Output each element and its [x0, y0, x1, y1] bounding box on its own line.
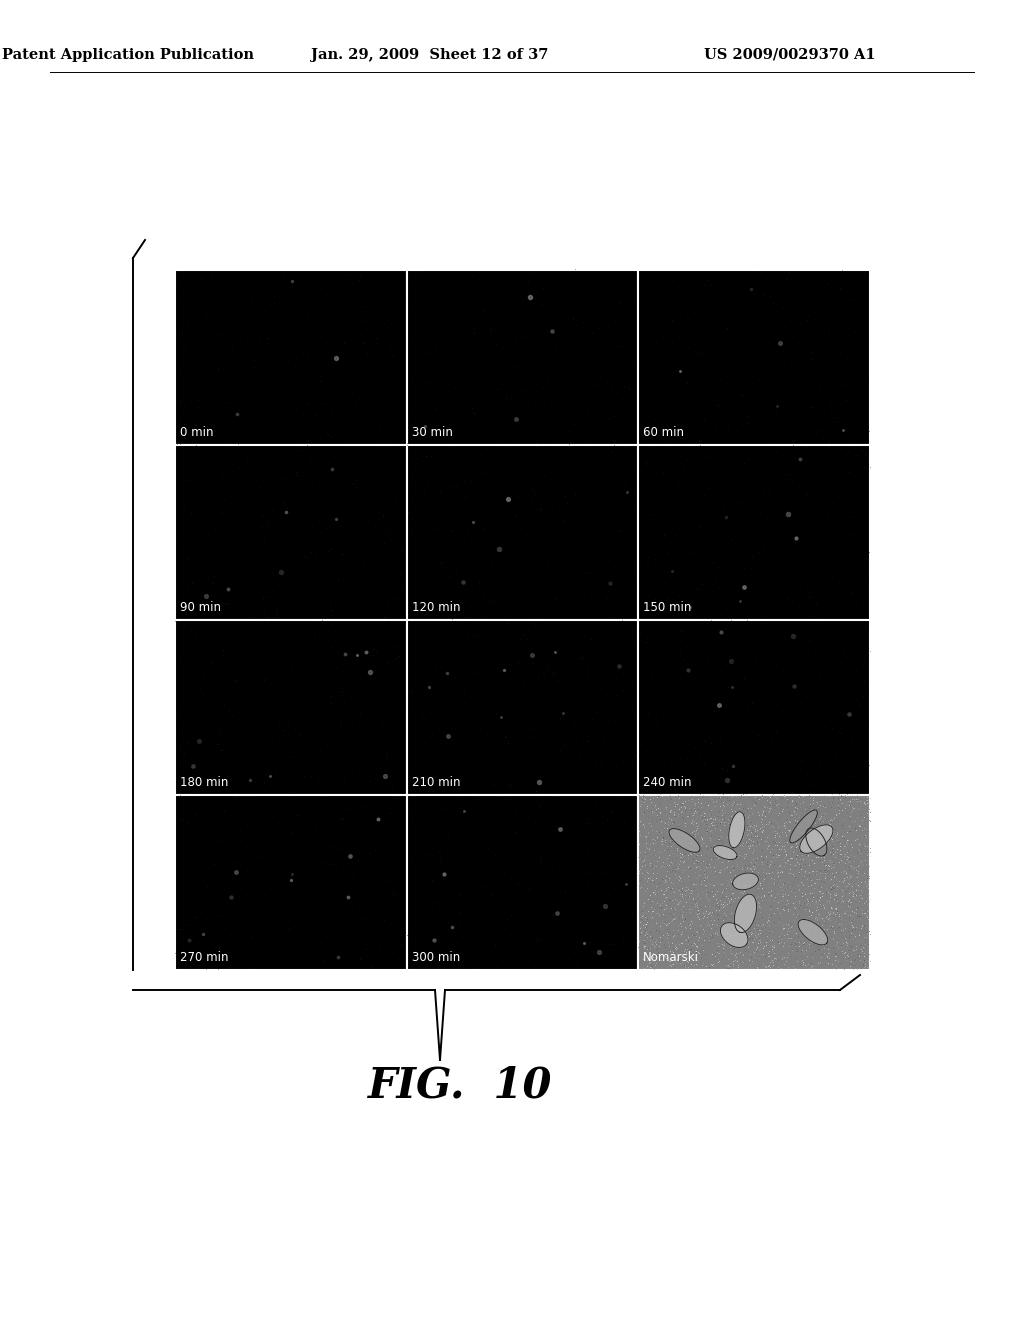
- Text: 240 min: 240 min: [643, 776, 692, 789]
- Polygon shape: [732, 873, 759, 890]
- Polygon shape: [383, 923, 389, 929]
- Polygon shape: [734, 894, 757, 932]
- Polygon shape: [377, 508, 387, 512]
- Bar: [638, 271, 870, 445]
- Bar: [175, 620, 407, 795]
- Polygon shape: [713, 846, 737, 859]
- Polygon shape: [197, 597, 201, 612]
- Bar: [407, 795, 638, 970]
- Bar: [175, 445, 407, 620]
- Polygon shape: [482, 912, 489, 925]
- Text: Jan. 29, 2009  Sheet 12 of 37: Jan. 29, 2009 Sheet 12 of 37: [311, 48, 549, 62]
- Polygon shape: [593, 817, 605, 822]
- Text: 150 min: 150 min: [643, 601, 691, 614]
- Bar: [175, 271, 407, 445]
- Polygon shape: [257, 842, 260, 850]
- Polygon shape: [507, 738, 509, 748]
- Polygon shape: [602, 735, 613, 746]
- Polygon shape: [835, 659, 842, 663]
- Polygon shape: [844, 644, 849, 649]
- Polygon shape: [511, 480, 520, 488]
- Bar: [638, 445, 870, 620]
- Bar: [407, 271, 638, 445]
- Polygon shape: [298, 734, 306, 750]
- Polygon shape: [760, 706, 765, 719]
- Polygon shape: [614, 862, 628, 869]
- Polygon shape: [204, 921, 213, 925]
- Polygon shape: [520, 709, 530, 713]
- Polygon shape: [298, 709, 304, 726]
- Polygon shape: [800, 825, 833, 853]
- Text: FIG.  10: FIG. 10: [368, 1064, 552, 1106]
- Polygon shape: [760, 645, 764, 653]
- Text: Nomarski: Nomarski: [643, 950, 699, 964]
- Text: US 2009/0029370 A1: US 2009/0029370 A1: [705, 48, 876, 62]
- Polygon shape: [765, 294, 775, 305]
- Bar: [638, 620, 870, 795]
- Polygon shape: [297, 770, 307, 781]
- Polygon shape: [685, 329, 695, 335]
- Polygon shape: [715, 752, 729, 759]
- Polygon shape: [242, 923, 255, 928]
- Polygon shape: [679, 772, 685, 777]
- Polygon shape: [606, 314, 617, 327]
- Polygon shape: [790, 810, 817, 843]
- Polygon shape: [499, 537, 509, 548]
- Polygon shape: [269, 861, 276, 871]
- Text: 30 min: 30 min: [412, 426, 453, 440]
- Polygon shape: [502, 808, 507, 816]
- Bar: [175, 795, 407, 970]
- Polygon shape: [189, 412, 197, 417]
- Polygon shape: [833, 676, 839, 685]
- Polygon shape: [275, 663, 281, 668]
- Text: 210 min: 210 min: [412, 776, 460, 789]
- Polygon shape: [647, 564, 663, 570]
- Text: Patent Application Publication: Patent Application Publication: [2, 48, 254, 62]
- Text: 120 min: 120 min: [412, 601, 460, 614]
- Polygon shape: [334, 915, 346, 928]
- Polygon shape: [250, 521, 256, 531]
- Polygon shape: [421, 739, 425, 755]
- Polygon shape: [591, 582, 595, 590]
- Text: 90 min: 90 min: [180, 601, 221, 614]
- Bar: [407, 620, 638, 795]
- Polygon shape: [484, 348, 494, 355]
- Polygon shape: [505, 715, 509, 731]
- Polygon shape: [729, 812, 744, 847]
- Polygon shape: [431, 894, 442, 898]
- Polygon shape: [560, 764, 567, 780]
- Polygon shape: [780, 359, 784, 374]
- Polygon shape: [669, 829, 700, 853]
- Polygon shape: [207, 466, 210, 474]
- Polygon shape: [565, 923, 574, 929]
- Polygon shape: [759, 586, 764, 597]
- Polygon shape: [715, 325, 720, 342]
- Bar: [407, 445, 638, 620]
- Polygon shape: [462, 290, 468, 305]
- Polygon shape: [420, 865, 426, 869]
- Text: 0 min: 0 min: [180, 426, 213, 440]
- Text: 60 min: 60 min: [643, 426, 684, 440]
- Polygon shape: [234, 367, 250, 372]
- Polygon shape: [798, 920, 827, 945]
- Polygon shape: [801, 589, 807, 595]
- Polygon shape: [345, 347, 351, 354]
- Text: 300 min: 300 min: [412, 950, 460, 964]
- Polygon shape: [806, 828, 827, 857]
- Polygon shape: [312, 731, 326, 737]
- Polygon shape: [721, 923, 748, 948]
- Bar: [638, 795, 870, 970]
- Polygon shape: [581, 867, 589, 873]
- Polygon shape: [480, 458, 483, 471]
- Polygon shape: [563, 511, 566, 517]
- Polygon shape: [815, 508, 821, 520]
- Polygon shape: [707, 590, 716, 595]
- Text: 180 min: 180 min: [180, 776, 228, 789]
- Text: 270 min: 270 min: [180, 950, 228, 964]
- Polygon shape: [372, 871, 382, 874]
- Polygon shape: [272, 669, 280, 684]
